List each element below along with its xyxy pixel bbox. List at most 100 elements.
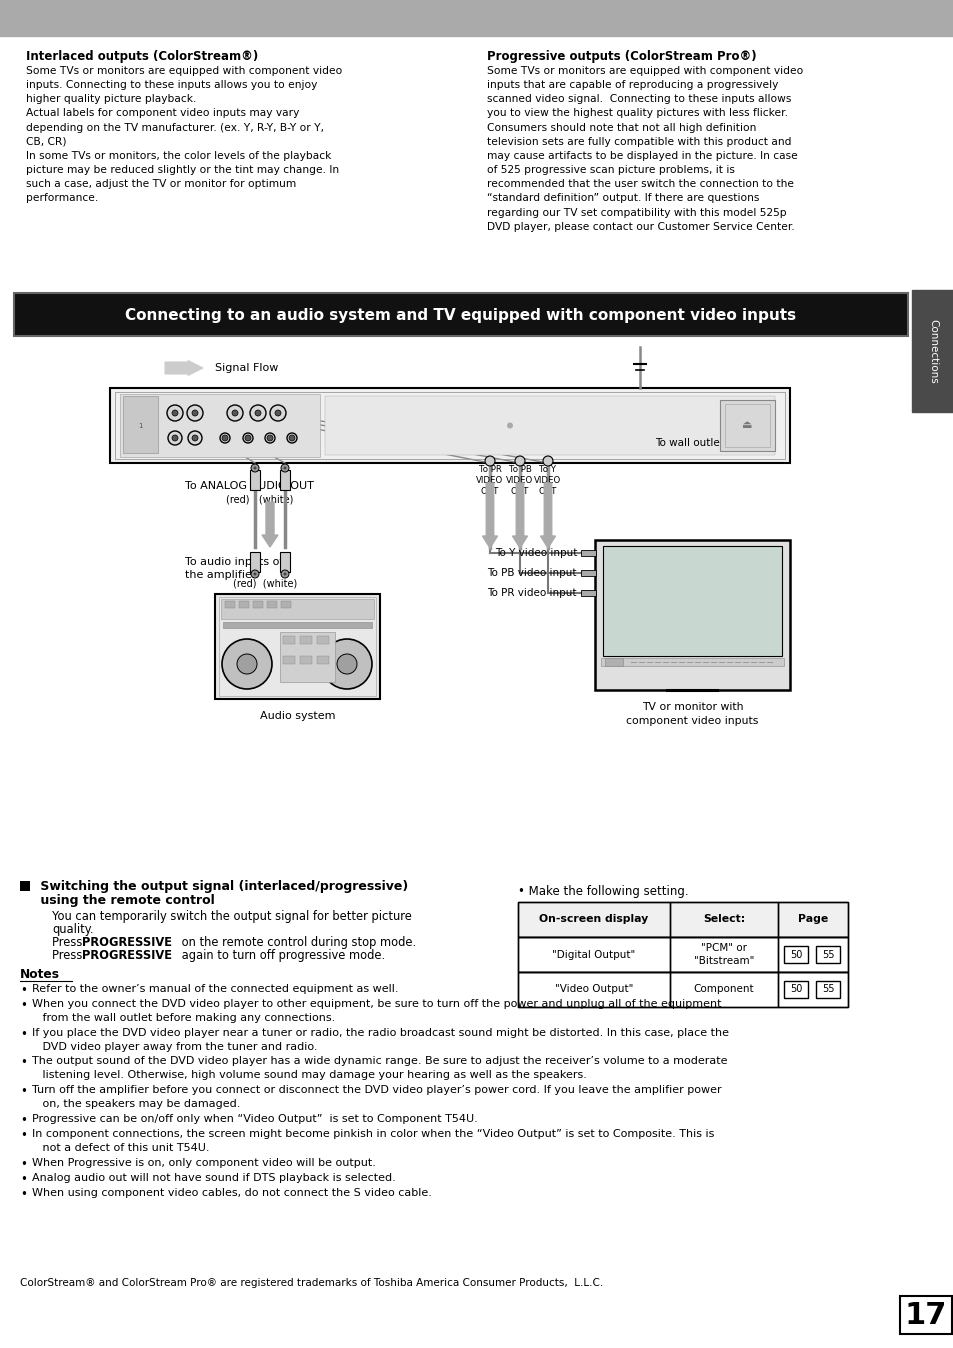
Circle shape [283,573,286,576]
Circle shape [287,433,296,443]
Text: (red)   (white): (red) (white) [226,493,294,504]
Bar [778,902,847,937]
Bar [778,972,847,1007]
Circle shape [322,639,372,689]
Bar [517,972,847,1007]
Text: •: • [20,1113,27,1127]
Bar [899,1295,951,1335]
Text: On-screen display: On-screen display [538,914,648,925]
Text: Select:: Select: [702,914,744,925]
Text: 17: 17 [903,1301,946,1329]
Text: "Digital Output": "Digital Output" [552,949,635,960]
FancyArrow shape [262,501,277,547]
Text: To PB
VIDEO
OUT: To PB VIDEO OUT [506,465,533,496]
Text: TV or monitor with
component video inputs: TV or monitor with component video input… [626,702,758,727]
Bar [250,551,260,572]
Bar [595,541,789,690]
Circle shape [167,404,183,421]
Bar [283,656,294,665]
Text: In component connections, the screen might become pinkish in color when the “Vid: In component connections, the screen mig… [32,1130,714,1153]
Text: The output sound of the DVD video player has a wide dynamic range. Be sure to ad: The output sound of the DVD video player… [32,1057,727,1080]
Circle shape [243,433,253,443]
Circle shape [506,422,513,429]
Text: •: • [20,1085,27,1099]
Circle shape [232,410,237,417]
Bar [517,902,847,937]
Text: Press: Press [52,949,86,962]
Text: PROGRESSIVE: PROGRESSIVE [82,936,172,949]
Circle shape [220,433,230,443]
Text: using the remote control: using the remote control [36,894,214,907]
FancyArrow shape [540,483,555,549]
Circle shape [253,466,256,469]
Text: the amplifier: the amplifier [185,570,256,580]
Text: If you place the DVD video player near a tuner or radio, the radio broadcast sou: If you place the DVD video player near a… [32,1029,728,1051]
Text: (red)  (white): (red) (white) [233,578,296,588]
Text: Signal Flow: Signal Flow [214,363,278,373]
Text: Page: Page [797,914,827,925]
Bar [580,550,596,555]
Text: • Make the following setting.: • Make the following setting. [517,886,688,898]
Text: To Y video input: To Y video input [494,549,577,558]
Circle shape [222,435,228,441]
Text: Progressive can be on/off only when “Video Output”  is set to Component T54U.: Progressive can be on/off only when “Vid… [32,1113,477,1124]
Circle shape [168,431,182,445]
Bar [299,636,312,644]
Circle shape [542,456,553,466]
Circle shape [250,404,266,421]
Text: Press: Press [52,936,86,949]
Bar [778,937,847,972]
Text: To Y
VIDEO
OUT: To Y VIDEO OUT [534,465,561,496]
Text: To wall outlet: To wall outlet [655,438,723,448]
Bar [120,394,319,457]
Text: PROGRESSIVE: PROGRESSIVE [82,949,172,962]
Bar [669,972,778,1007]
Text: To PB video input: To PB video input [487,568,577,578]
Text: •: • [20,1158,27,1170]
Text: ⏏: ⏏ [741,421,752,430]
Circle shape [192,410,198,417]
Bar [219,597,375,696]
Bar [669,902,778,937]
Circle shape [251,464,258,472]
Text: When you connect the DVD video player to other equipment, be sure to turn off th: When you connect the DVD video player to… [32,999,720,1023]
Circle shape [336,654,356,674]
Bar [602,546,781,656]
Bar [267,601,276,608]
Bar [517,937,669,972]
Bar [325,396,774,456]
Text: Interlaced outputs (ColorStream®): Interlaced outputs (ColorStream®) [26,50,258,63]
Bar [221,599,374,619]
Bar [123,396,158,453]
Text: 50: 50 [789,984,801,995]
Bar [580,590,596,596]
Circle shape [289,435,294,441]
Text: •: • [20,1188,27,1201]
Circle shape [267,435,273,441]
Bar [280,632,335,682]
Circle shape [222,639,272,689]
Text: Turn off the amplifier before you connect or disconnect the DVD video player’s p: Turn off the amplifier before you connec… [32,1085,720,1108]
Bar [280,470,290,491]
Bar [250,470,260,491]
Text: again to turn off progressive mode.: again to turn off progressive mode. [178,949,385,962]
Text: Connecting to an audio system and TV equipped with component video inputs: Connecting to an audio system and TV equ… [125,307,796,324]
Text: on the remote control during stop mode.: on the remote control during stop mode. [178,936,416,949]
Text: ColorStream® and ColorStream Pro® are registered trademarks of Toshiba America C: ColorStream® and ColorStream Pro® are re… [20,1278,602,1287]
Text: 50: 50 [789,949,801,960]
Bar [280,551,290,572]
Text: Progressive outputs (ColorStream Pro®): Progressive outputs (ColorStream Pro®) [486,50,756,63]
Circle shape [172,435,178,441]
Bar [911,290,953,412]
Text: Connections: Connections [927,318,937,383]
Bar [239,601,249,608]
Bar [223,621,372,628]
Bar [815,946,840,962]
Text: •: • [20,1130,27,1142]
Circle shape [251,570,258,578]
Text: When using component video cables, do not connect the S video cable.: When using component video cables, do no… [32,1188,432,1198]
Bar [316,636,329,644]
Text: To PR video input: To PR video input [487,588,577,599]
Text: •: • [20,1057,27,1069]
Bar [14,293,907,336]
